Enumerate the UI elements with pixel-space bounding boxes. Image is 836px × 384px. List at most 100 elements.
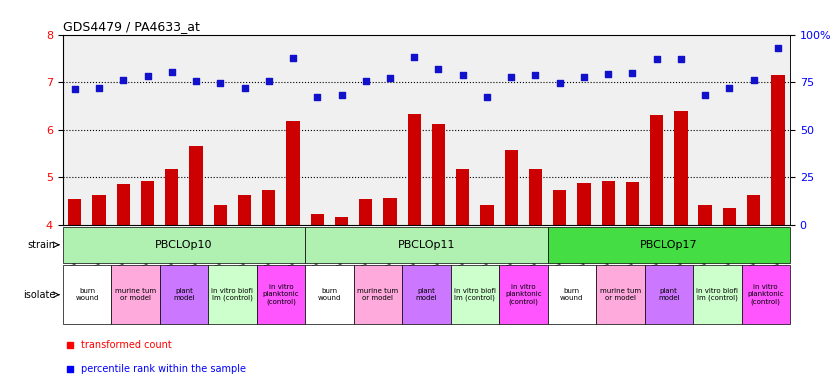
Bar (238, 195, 251, 225)
Bar (93, 195, 105, 225)
Bar (305, 265, 354, 324)
Point (747, 77, 760, 83)
Point (771, 45, 784, 51)
Point (286, 55, 299, 61)
Point (407, 54, 421, 60)
Point (480, 94, 493, 100)
Point (431, 66, 445, 72)
Text: plant
model: plant model (415, 288, 437, 301)
Text: burn
wound: burn wound (75, 288, 99, 301)
Point (68, 86, 81, 92)
Bar (747, 195, 760, 225)
Text: murine tum
or model: murine tum or model (115, 288, 156, 301)
Bar (257, 265, 305, 324)
Text: in vitro biofi
lm (control): in vitro biofi lm (control) (454, 288, 496, 301)
Bar (499, 265, 548, 324)
Point (456, 72, 469, 78)
Bar (166, 169, 178, 225)
Bar (772, 75, 784, 225)
Text: in vitro
planktonic
(control): in vitro planktonic (control) (505, 285, 542, 305)
Point (674, 56, 687, 62)
Bar (117, 184, 130, 225)
Bar (626, 182, 639, 225)
Point (310, 94, 324, 100)
Bar (63, 227, 305, 263)
Point (601, 70, 614, 76)
Bar (548, 265, 596, 324)
Point (213, 80, 227, 86)
Bar (354, 265, 402, 324)
Bar (596, 265, 645, 324)
Bar (650, 115, 663, 225)
Point (698, 92, 711, 98)
Text: in vitro
planktonic
(control): in vitro planktonic (control) (263, 285, 299, 305)
Bar (263, 190, 275, 225)
Bar (481, 205, 493, 225)
Bar (675, 111, 687, 225)
Text: murine tum
or model: murine tum or model (599, 288, 641, 301)
Bar (742, 265, 790, 324)
Bar (693, 265, 742, 324)
Bar (287, 121, 299, 225)
Text: murine tum
or model: murine tum or model (357, 288, 399, 301)
Bar (214, 205, 227, 225)
Bar (553, 190, 566, 225)
Point (165, 69, 178, 75)
Point (577, 74, 590, 80)
Bar (190, 146, 202, 225)
Bar (141, 181, 154, 225)
Point (553, 80, 566, 86)
Text: strain: strain (28, 240, 55, 250)
Bar (69, 199, 81, 225)
Bar (723, 208, 736, 225)
Point (334, 92, 348, 98)
Bar (505, 150, 517, 225)
Bar (456, 169, 469, 225)
Text: in vitro
planktonic
(control): in vitro planktonic (control) (747, 285, 784, 305)
Bar (63, 265, 111, 324)
Bar (645, 265, 693, 324)
Bar (402, 265, 451, 324)
Point (383, 75, 396, 81)
Bar (111, 265, 160, 324)
Point (625, 70, 639, 76)
Text: plant
model: plant model (658, 288, 680, 301)
Point (92, 85, 105, 91)
Bar (548, 227, 790, 263)
Bar (529, 169, 542, 225)
Point (262, 78, 275, 84)
Text: PBCLOp10: PBCLOp10 (155, 240, 212, 250)
Text: GDS4479 / PA4633_at: GDS4479 / PA4633_at (63, 20, 200, 33)
Bar (160, 265, 208, 324)
Bar (335, 217, 348, 225)
Bar (451, 265, 499, 324)
Text: plant
model: plant model (173, 288, 195, 301)
Bar (408, 114, 421, 225)
Bar (311, 214, 324, 225)
Text: in vitro biofi
lm (control): in vitro biofi lm (control) (696, 288, 738, 301)
Point (528, 72, 542, 78)
Point (140, 73, 154, 79)
Bar (699, 205, 711, 225)
Bar (578, 183, 590, 225)
Point (504, 74, 517, 80)
Text: burn
wound: burn wound (318, 288, 341, 301)
Point (650, 56, 663, 62)
Bar (208, 265, 257, 324)
Point (237, 85, 251, 91)
Point (722, 85, 736, 91)
Text: in vitro biofi
lm (control): in vitro biofi lm (control) (212, 288, 253, 301)
Text: transformed count: transformed count (81, 340, 171, 350)
Text: isolate: isolate (23, 290, 55, 300)
Bar (305, 227, 548, 263)
Bar (359, 199, 372, 225)
Text: PBCLOp11: PBCLOp11 (398, 240, 455, 250)
Bar (384, 197, 396, 225)
Bar (432, 124, 445, 225)
Text: percentile rank within the sample: percentile rank within the sample (81, 364, 246, 374)
Point (189, 78, 202, 84)
Point (116, 77, 130, 83)
Text: burn
wound: burn wound (560, 288, 584, 301)
Text: PBCLOp17: PBCLOp17 (640, 240, 697, 250)
Bar (602, 181, 614, 225)
